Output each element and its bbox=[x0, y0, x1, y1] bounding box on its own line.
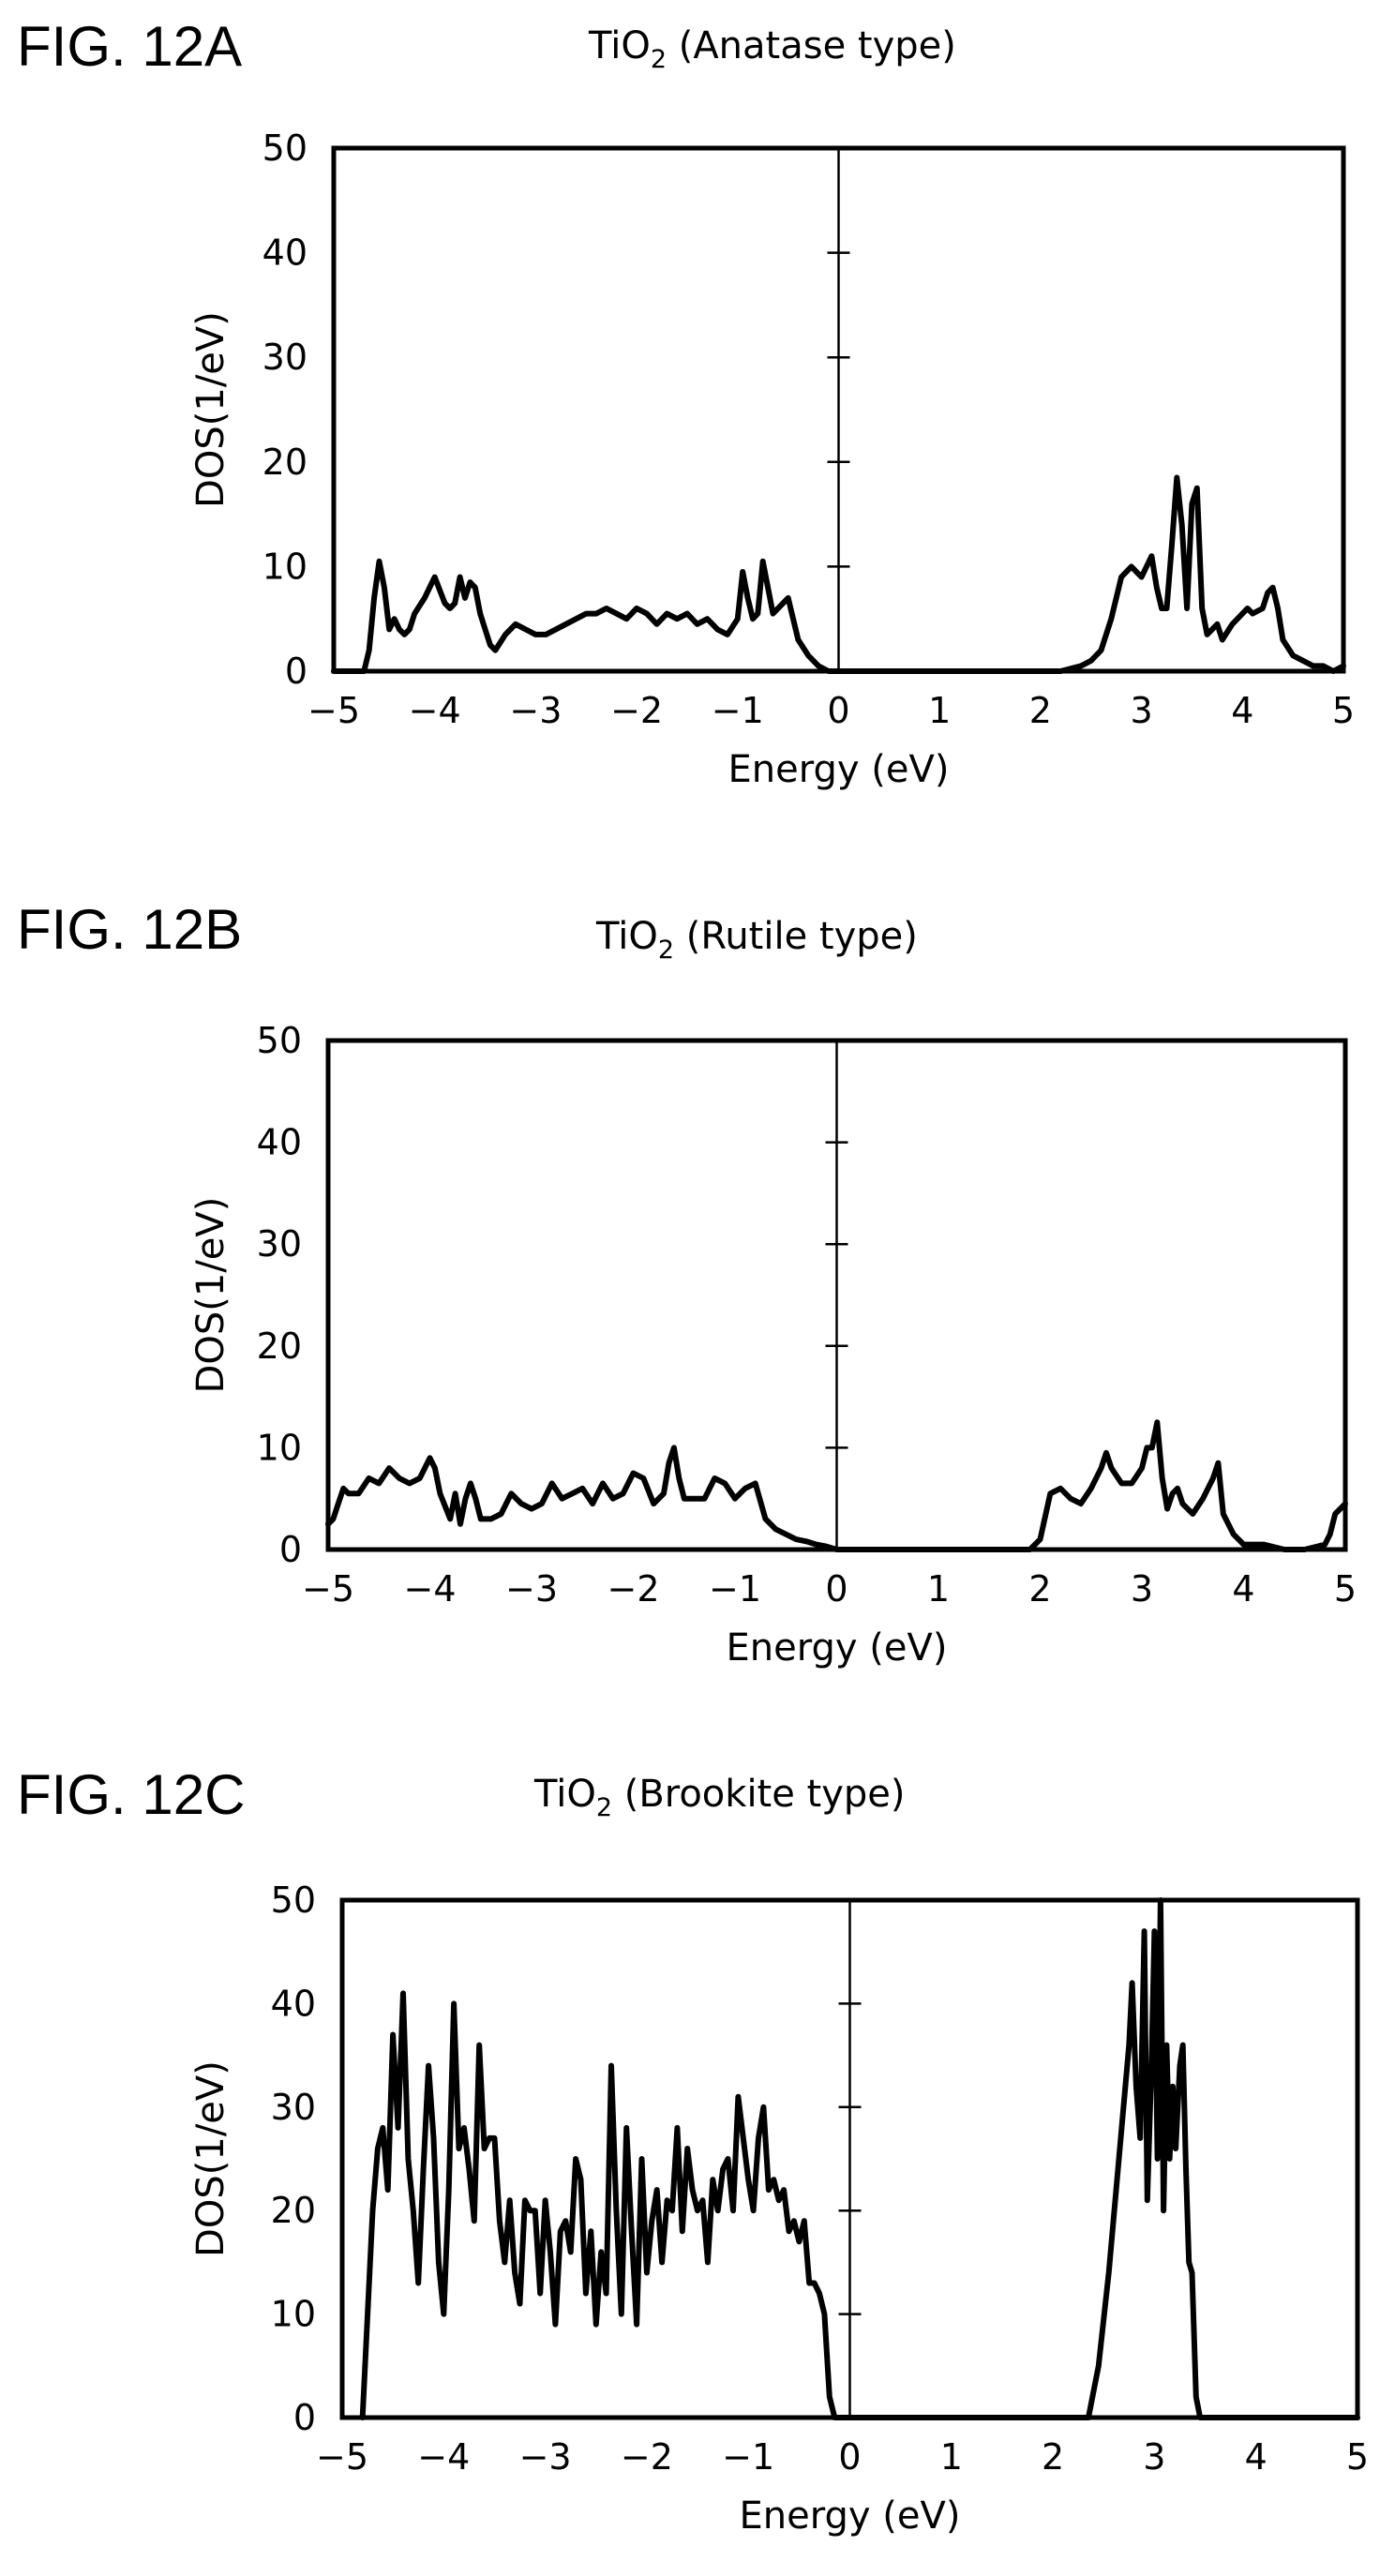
y-tick-label: 10 bbox=[257, 1427, 302, 1468]
x-tick-label: 4 bbox=[1232, 1568, 1254, 1610]
x-tick-label: 5 bbox=[1346, 2436, 1369, 2478]
y-tick-label: 30 bbox=[257, 1223, 302, 1265]
y-tick-label: 30 bbox=[262, 337, 308, 378]
x-tick-label: −5 bbox=[302, 1568, 354, 1610]
x-tick-label: −3 bbox=[519, 2436, 572, 2478]
chart-title-anatase: TiO2 (Anatase type) bbox=[588, 24, 956, 74]
x-tick-label: 0 bbox=[825, 1568, 848, 1610]
title-formula: TiO bbox=[588, 24, 651, 67]
x-axis-label: Energy (eV) bbox=[740, 2494, 961, 2538]
title-type: (Rutile type) bbox=[674, 915, 918, 958]
x-tick-label: −2 bbox=[621, 2436, 673, 2478]
x-tick-label: 5 bbox=[1334, 1568, 1357, 1610]
x-tick-label: 3 bbox=[1143, 2436, 1165, 2478]
title-subscript: 2 bbox=[658, 936, 674, 965]
x-tick-label: −4 bbox=[403, 1568, 456, 1610]
x-tick-label: 0 bbox=[827, 690, 849, 731]
title-subscript: 2 bbox=[651, 45, 667, 74]
dos-series-line bbox=[325, 1419, 1348, 1552]
y-tick-label: 50 bbox=[262, 127, 308, 169]
x-tick-label: −1 bbox=[722, 2436, 774, 2478]
x-tick-label: −4 bbox=[417, 2436, 470, 2478]
y-tick-label: 10 bbox=[271, 2294, 316, 2335]
x-tick-label: 5 bbox=[1332, 690, 1355, 731]
x-tick-label: 1 bbox=[928, 690, 951, 731]
x-tick-label: −2 bbox=[607, 1568, 659, 1610]
x-tick-label: 1 bbox=[940, 2436, 963, 2478]
chart-title-brookite: TiO2 (Brookite type) bbox=[533, 1773, 906, 1822]
dos-series-line bbox=[331, 474, 1346, 674]
y-tick-label: 0 bbox=[285, 651, 308, 692]
x-tick-label: 3 bbox=[1131, 690, 1153, 731]
x-tick-label: 4 bbox=[1231, 690, 1253, 731]
y-tick-label: 0 bbox=[293, 2397, 316, 2438]
y-tick-label: 20 bbox=[262, 442, 308, 483]
x-tick-label: −4 bbox=[409, 690, 461, 731]
dos-series-line bbox=[359, 1897, 1360, 2420]
y-tick-label: 40 bbox=[257, 1122, 302, 1163]
y-tick-label: 20 bbox=[271, 2190, 316, 2231]
title-subscript: 2 bbox=[596, 1793, 612, 1822]
x-tick-label: −3 bbox=[505, 1568, 558, 1610]
y-tick-label: 30 bbox=[271, 2087, 316, 2128]
y-tick-label: 40 bbox=[262, 232, 308, 274]
x-tick-label: 1 bbox=[927, 1568, 950, 1610]
x-axis-label: Energy (eV) bbox=[728, 748, 950, 791]
fig-label-12b: FIG. 12B bbox=[17, 898, 242, 961]
x-tick-label: −2 bbox=[610, 690, 663, 731]
x-tick-label: 2 bbox=[1042, 2436, 1064, 2478]
title-formula: TiO bbox=[595, 915, 658, 958]
fig-label-12a: FIG. 12A bbox=[17, 15, 242, 78]
x-tick-label: −5 bbox=[316, 2436, 368, 2478]
y-axis-label: DOS(1/eV) bbox=[189, 2060, 232, 2257]
chart-title-rutile: TiO2 (Rutile type) bbox=[595, 915, 918, 965]
x-tick-label: −5 bbox=[308, 690, 360, 731]
title-type: (Brookite type) bbox=[612, 1773, 906, 1816]
x-axis-label: Energy (eV) bbox=[727, 1626, 948, 1670]
y-tick-label: 20 bbox=[257, 1325, 302, 1367]
y-tick-label: 50 bbox=[271, 1880, 316, 1921]
y-axis-label: DOS(1/eV) bbox=[189, 311, 232, 508]
x-tick-label: −3 bbox=[509, 690, 562, 731]
y-tick-label: 10 bbox=[262, 546, 308, 587]
x-tick-label: 2 bbox=[1029, 690, 1052, 731]
title-formula: TiO bbox=[533, 1773, 596, 1816]
fig-label-12c: FIG. 12C bbox=[17, 1763, 245, 1826]
title-type: (Anatase type) bbox=[667, 24, 956, 67]
x-tick-label: −1 bbox=[709, 1568, 761, 1610]
y-tick-label: 50 bbox=[257, 1020, 302, 1061]
x-tick-label: 3 bbox=[1131, 1568, 1153, 1610]
y-axis-label: DOS(1/eV) bbox=[189, 1197, 232, 1394]
y-tick-label: 40 bbox=[271, 1983, 316, 2024]
x-tick-label: 0 bbox=[838, 2436, 861, 2478]
x-tick-label: −1 bbox=[712, 690, 764, 731]
x-tick-label: 2 bbox=[1028, 1568, 1051, 1610]
x-tick-label: 4 bbox=[1245, 2436, 1268, 2478]
y-tick-label: 0 bbox=[279, 1529, 302, 1570]
